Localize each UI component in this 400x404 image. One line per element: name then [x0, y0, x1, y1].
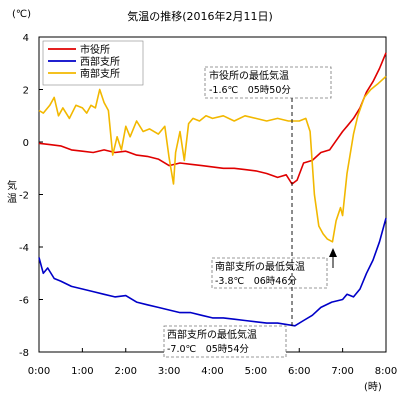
x-tick-label: 3:00: [158, 366, 180, 377]
y-tick-label: -6: [19, 296, 29, 307]
x-tick-label: 0:00: [28, 366, 50, 377]
y-unit-label: (℃): [12, 9, 31, 20]
annotation-box: [211, 257, 328, 289]
arrow-head: [329, 248, 337, 257]
series-lines: [38, 52, 387, 327]
annotation-box: [163, 325, 287, 358]
annotation-line: 南部支所の最低気温: [215, 260, 305, 273]
y-axis-label-char: 気: [7, 179, 17, 192]
x-tick-label: 8:00: [375, 366, 397, 377]
y-tick-label: 0: [23, 138, 29, 149]
y-tick-label: -8: [19, 348, 29, 359]
legend-label: 南部支所: [80, 67, 120, 80]
x-tick-label: 7:00: [331, 366, 353, 377]
x-tick-label: 4:00: [201, 366, 223, 377]
y-tick-label: 2: [23, 86, 29, 97]
annotation-line: -3.8℃ 06時46分: [215, 276, 297, 287]
annotation-line: -1.6℃ 05時50分: [209, 85, 291, 96]
y-axis-label-char: 温: [7, 193, 17, 205]
y-tick-label: 4: [23, 33, 29, 44]
y-axis-label-group: 気温: [7, 179, 17, 205]
chart-title: 気温の推移(2016年2月11日): [127, 9, 273, 23]
x-tick-label: 2:00: [115, 366, 137, 377]
annotation-line: 西部支所の最低気温: [167, 328, 257, 341]
x-tick-label: 6:00: [288, 366, 310, 377]
x-tick-label: 1:00: [71, 366, 93, 377]
series-line-3: [38, 75, 387, 243]
legend-label: 市役所: [80, 43, 110, 56]
legend-label: 西部支所: [80, 55, 120, 68]
y-tick-label: -2: [19, 191, 29, 202]
annotation-line: -7.0℃ 05時54分: [167, 344, 249, 355]
annotation-line: 市役所の最低気温: [209, 69, 289, 82]
series-line-2: [38, 217, 387, 327]
series-line-1: [38, 52, 387, 185]
annotation-box: [204, 66, 332, 99]
x-tick-label: 5:00: [245, 366, 267, 377]
x-unit-label: (時): [364, 381, 382, 393]
y-tick-label: -4: [19, 243, 29, 254]
